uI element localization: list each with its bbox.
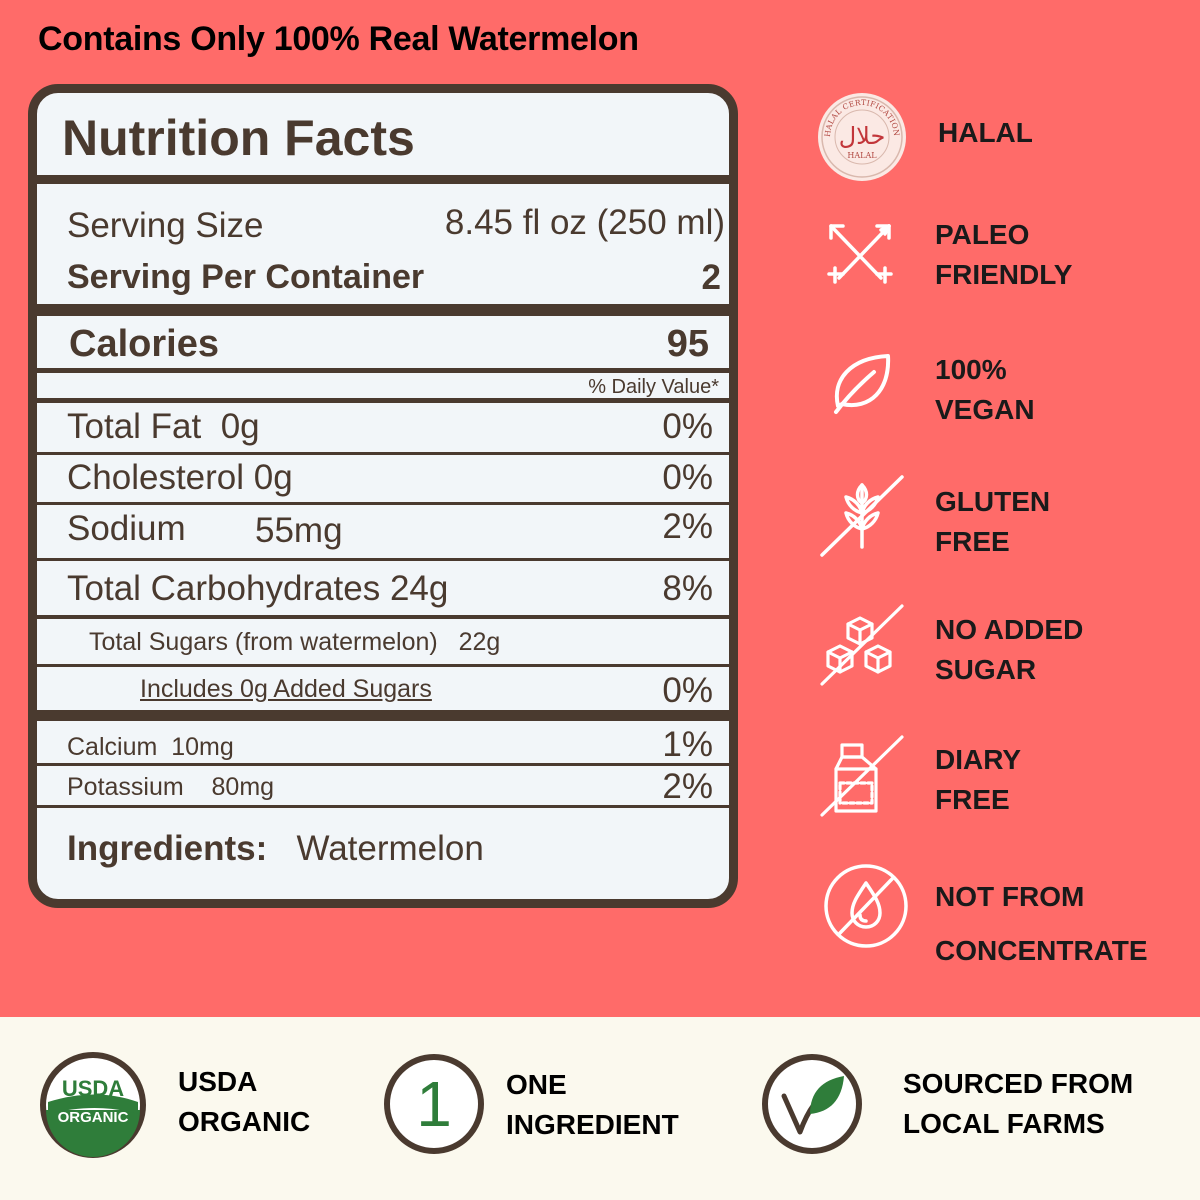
nutrient-label: Cholesterol [67,458,245,497]
nutrient-amount: 22g [458,628,501,656]
nutrient-dv: 0% [662,407,713,446]
nutrient-row-total-sugars: Total Sugars (from watermelon) 22g [89,628,500,657]
wheat-crossed-icon [820,475,904,557]
nutrition-facts-title: Nutrition Facts [62,110,415,166]
mineral-row-calcium: Calcium 10mg [67,733,234,762]
divider [37,615,729,619]
serving-size-label: Serving Size [67,206,264,245]
added-sugars-dv: 0% [662,671,713,710]
crossed-arrows-icon [827,224,893,284]
nutrient-row-total-carbohydrates: Total Carbohydrates 24g [67,569,448,609]
nutrient-dv: 8% [662,569,713,608]
milk-carton-crossed-icon [820,735,904,817]
thick-divider [37,304,729,316]
divider [37,368,729,373]
nutrient-row-total-fat: Total Fat 0g [67,407,260,447]
servings-per-container-value: 2 [701,258,721,297]
numeral: 1 [416,1068,452,1140]
seal-arabic: حلال [839,122,886,150]
badge-paleo-label: PALEO FRIENDLY [935,219,1073,290]
ingredients-value: Watermelon [296,829,484,868]
headline: Contains Only 100% Real Watermelon [38,20,639,58]
number-one-icon: 1 [384,1054,484,1154]
seal-top-text: USDA [62,1076,124,1101]
mineral-row-potassium: Potassium 80mg [67,773,274,802]
drop-crossed-icon [824,864,908,948]
certification-band [0,1017,1200,1200]
thick-divider [37,175,729,184]
calories-value: 95 [666,323,709,365]
ingredients-label: Ingredients: [67,829,268,868]
badge-vegan-label: 100% VEGAN [935,354,1035,425]
divider [37,763,729,766]
divider [37,664,729,667]
usda-organic-seal-icon: USDA ORGANIC [40,1052,146,1158]
mineral-label: Calcium [67,733,158,761]
nutrition-facts-panel: Nutrition Facts Serving Size 8.45 fl oz … [28,84,738,908]
divider [37,558,729,561]
nutrient-amount: 24g [389,569,449,608]
mineral-dv: 2% [662,767,713,806]
nutrient-label: Total Sugars (from watermelon) [89,628,438,656]
seal-bottom-text: ORGANIC [58,1109,129,1126]
badge-usda-organic-label: USDA ORGANIC [178,1066,311,1137]
mineral-amount: 10mg [171,733,234,761]
calories-label: Calories [69,323,219,365]
nutrient-row-cholesterol: Cholesterol 0g [67,458,293,498]
badge-diary-free-label: DIARY FREE [935,744,1022,815]
nutrient-amount: 55mg [255,511,343,550]
servings-per-container-label: Serving Per Container [67,258,425,296]
divider [37,452,729,455]
nutrient-label: Total Fat [67,407,202,446]
badge-no-added-sugar-label: NO ADDED SUGAR [935,614,1084,685]
mineral-label: Potassium [67,773,184,801]
nutrient-amount: 0g [253,458,293,497]
nutrient-label: Total Carbohydrates [67,569,381,608]
nutrient-row-sodium: Sodium [67,509,186,549]
badge-local-farms-label: SOURCED FROM LOCAL FARMS [903,1068,1134,1139]
added-sugars-label: Includes 0g Added Sugars [140,675,432,703]
leaf-icon [834,354,891,414]
nutrient-dv: 0% [662,458,713,497]
thick-divider [37,710,729,721]
nutrient-dv: 2% [662,507,713,546]
badge-not-from-concentrate-label: NOT FROM CONCENTRATE [935,881,1148,966]
seal-text: HALAL [847,151,877,160]
sugar-cubes-crossed-icon [820,604,904,686]
badge-one-ingredient-label: ONE INGREDIENT [506,1069,679,1140]
nutrient-amount: 0g [220,407,260,446]
divider [37,502,729,505]
mineral-dv: 1% [662,725,713,764]
badge-gluten-free-label: GLUTEN FREE [935,486,1051,557]
badge-halal-label: HALAL [938,117,1033,148]
nutrient-label: Sodium [67,509,186,548]
divider [37,805,729,808]
halal-seal-icon: HALAL CERTIFICATION AGENCY حلال HALAL [816,92,906,181]
checkmark-leaf-icon [762,1054,862,1154]
mineral-amount: 80mg [211,773,275,801]
daily-value-header: % Daily Value* [588,376,719,398]
divider [37,398,729,403]
ingredients-line: Ingredients: Watermelon [67,829,484,869]
serving-size-value: 8.45 fl oz (250 ml) [444,203,725,242]
